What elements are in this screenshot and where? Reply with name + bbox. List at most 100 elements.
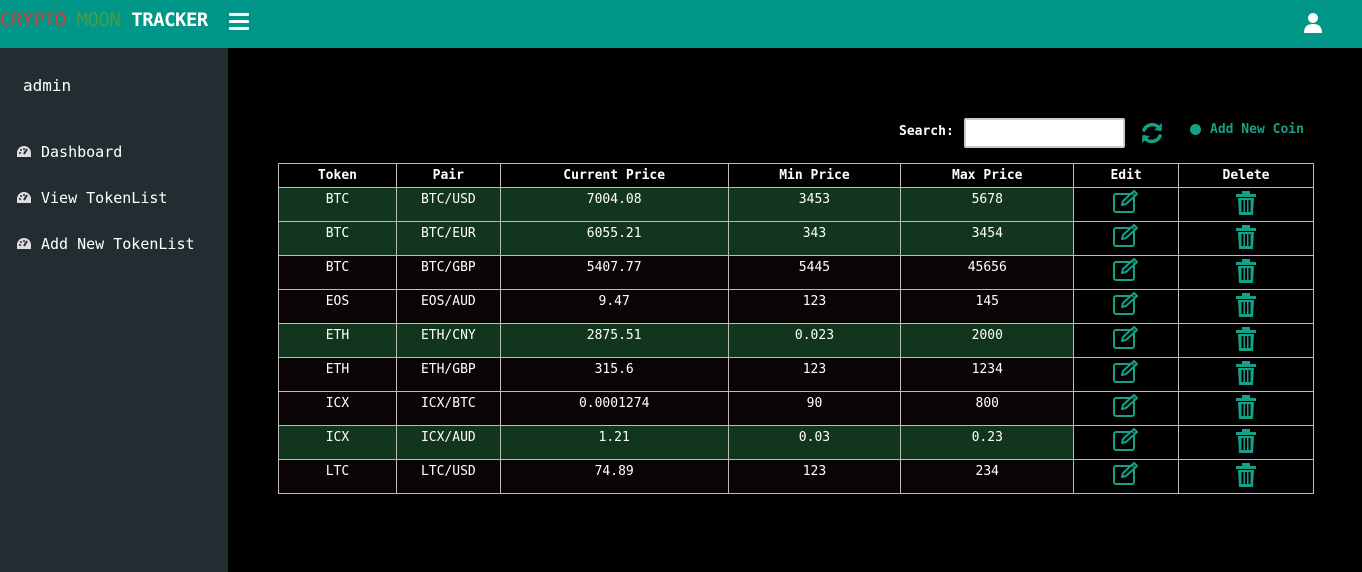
- brand-logo[interactable]: CRYPTO MOON TRACKER: [0, 9, 208, 31]
- current-price-cell: 2875.51: [499, 323, 729, 358]
- trash-icon[interactable]: [1235, 258, 1257, 288]
- max-price-cell: 2000: [900, 323, 1075, 358]
- table-row: BTC BTC/EUR 6055.21 343 3454: [278, 221, 1314, 256]
- current-price-cell: 7004.08: [499, 187, 729, 222]
- pair-cell: ICX/AUD: [395, 425, 501, 460]
- min-price-cell: 123: [727, 357, 902, 392]
- brand-part-tracker: TRACKER: [131, 9, 208, 31]
- circle-icon: [1190, 124, 1201, 135]
- delete-cell: [1178, 255, 1314, 290]
- delete-cell: [1178, 221, 1314, 256]
- max-price-cell: 5678: [900, 187, 1075, 222]
- min-price-cell: 123: [727, 459, 902, 494]
- token-cell: LTC: [278, 459, 397, 494]
- delete-cell: [1178, 289, 1314, 324]
- min-price-cell: 5445: [727, 255, 902, 290]
- table-row: EOS EOS/AUD 9.47 123 145: [278, 289, 1314, 324]
- min-price-cell: 0.023: [727, 323, 902, 358]
- column-header-pair[interactable]: Pair: [395, 163, 501, 188]
- current-price-cell: 5407.77: [499, 255, 729, 290]
- token-table: Token Pair Current Price Min Price Max P…: [278, 163, 1314, 494]
- edit-icon[interactable]: [1112, 428, 1140, 456]
- current-price-cell: 74.89: [499, 459, 729, 494]
- trash-icon[interactable]: [1235, 326, 1257, 356]
- table-row: ICX ICX/BTC 0.0001274 90 800: [278, 391, 1314, 426]
- delete-cell: [1178, 425, 1314, 460]
- min-price-cell: 0.03: [727, 425, 902, 460]
- edit-icon[interactable]: [1112, 292, 1140, 320]
- sidebar-item-label: Add New TokenList: [41, 235, 195, 253]
- pair-cell: ETH/GBP: [395, 357, 501, 392]
- token-cell: ETH: [278, 357, 397, 392]
- edit-icon[interactable]: [1112, 394, 1140, 422]
- delete-cell: [1178, 391, 1314, 426]
- edit-icon[interactable]: [1112, 190, 1140, 218]
- column-header-edit: Edit: [1073, 163, 1180, 188]
- edit-cell: [1073, 459, 1180, 494]
- column-header-current-price[interactable]: Current Price: [499, 163, 729, 188]
- trash-icon[interactable]: [1235, 224, 1257, 254]
- edit-cell: [1073, 323, 1180, 358]
- trash-icon[interactable]: [1235, 292, 1257, 322]
- min-price-cell: 123: [727, 289, 902, 324]
- column-header-token[interactable]: Token: [278, 163, 397, 188]
- edit-cell: [1073, 255, 1180, 290]
- user-icon[interactable]: [1303, 12, 1323, 34]
- max-price-cell: 3454: [900, 221, 1075, 256]
- add-new-coin-button[interactable]: Add New Coin: [1190, 122, 1304, 137]
- add-new-coin-label: Add New Coin: [1210, 122, 1304, 137]
- trash-icon[interactable]: [1235, 190, 1257, 220]
- max-price-cell: 1234: [900, 357, 1075, 392]
- sidebar-username: admin: [23, 76, 72, 95]
- pair-cell: ETH/CNY: [395, 323, 501, 358]
- min-price-cell: 90: [727, 391, 902, 426]
- edit-cell: [1073, 391, 1180, 426]
- edit-cell: [1073, 221, 1180, 256]
- sidebar-item-add-tokenlist[interactable]: Add New TokenList: [16, 233, 195, 255]
- trash-icon[interactable]: [1235, 394, 1257, 424]
- table-row: BTC BTC/GBP 5407.77 5445 45656: [278, 255, 1314, 290]
- table-row: ETH ETH/GBP 315.6 123 1234: [278, 357, 1314, 392]
- pair-cell: LTC/USD: [395, 459, 501, 494]
- edit-icon[interactable]: [1112, 462, 1140, 490]
- sidebar-item-view-tokenlist[interactable]: View TokenList: [16, 187, 167, 209]
- delete-cell: [1178, 357, 1314, 392]
- column-header-max-price[interactable]: Max Price: [900, 163, 1075, 188]
- token-cell: EOS: [278, 289, 397, 324]
- brand-part-moon: MOON: [76, 9, 121, 31]
- max-price-cell: 800: [900, 391, 1075, 426]
- current-price-cell: 0.0001274: [499, 391, 729, 426]
- sidebar-item-dashboard[interactable]: Dashboard: [16, 141, 122, 163]
- edit-icon[interactable]: [1112, 360, 1140, 388]
- menu-toggle-icon[interactable]: [229, 13, 249, 31]
- token-cell: ETH: [278, 323, 397, 358]
- main-content: Search: Add New Coin Token Pair Current …: [228, 48, 1362, 572]
- edit-icon[interactable]: [1112, 258, 1140, 286]
- token-cell: BTC: [278, 221, 397, 256]
- trash-icon[interactable]: [1235, 462, 1257, 492]
- delete-cell: [1178, 459, 1314, 494]
- delete-cell: [1178, 323, 1314, 358]
- top-navbar: CRYPTO MOON TRACKER: [0, 0, 1362, 48]
- pair-cell: BTC/USD: [395, 187, 501, 222]
- edit-cell: [1073, 187, 1180, 222]
- column-header-min-price[interactable]: Min Price: [727, 163, 902, 188]
- max-price-cell: 145: [900, 289, 1075, 324]
- edit-cell: [1073, 357, 1180, 392]
- token-cell: BTC: [278, 255, 397, 290]
- edit-cell: [1073, 289, 1180, 324]
- min-price-cell: 3453: [727, 187, 902, 222]
- current-price-cell: 6055.21: [499, 221, 729, 256]
- current-price-cell: 1.21: [499, 425, 729, 460]
- edit-icon[interactable]: [1112, 224, 1140, 252]
- refresh-icon[interactable]: [1139, 120, 1165, 146]
- min-price-cell: 343: [727, 221, 902, 256]
- brand-part-crypto: CRYPTO: [0, 9, 77, 31]
- trash-icon[interactable]: [1235, 360, 1257, 390]
- max-price-cell: 45656: [900, 255, 1075, 290]
- search-input[interactable]: [964, 118, 1125, 148]
- max-price-cell: 0.23: [900, 425, 1075, 460]
- edit-icon[interactable]: [1112, 326, 1140, 354]
- search-label: Search:: [899, 124, 954, 139]
- trash-icon[interactable]: [1235, 428, 1257, 458]
